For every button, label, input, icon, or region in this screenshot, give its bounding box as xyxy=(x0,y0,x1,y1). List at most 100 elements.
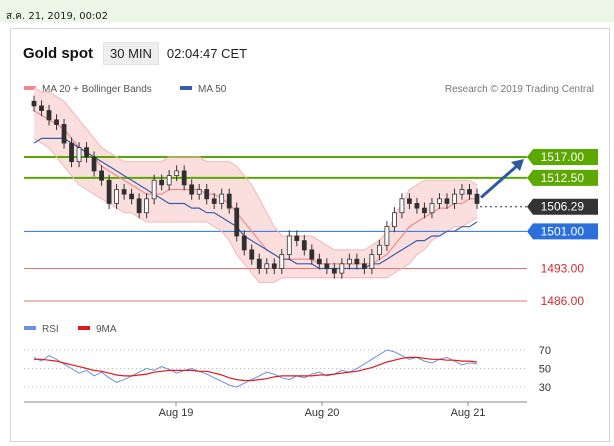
candle-body-11 xyxy=(114,189,119,204)
candle-body-15 xyxy=(144,198,150,214)
x-tick-label-2: Aug 21 xyxy=(451,407,486,419)
level-tag-1512.50 xyxy=(527,169,598,186)
candle-body-56 xyxy=(452,193,457,204)
candle-body-1 xyxy=(39,105,44,111)
candle-body-50 xyxy=(407,198,412,204)
bollinger-band-area xyxy=(34,87,477,283)
candle-body-48 xyxy=(392,212,397,228)
legend-swatch-0 xyxy=(24,86,36,90)
candle-body-10 xyxy=(106,179,112,204)
rsi-9ma-line xyxy=(34,356,478,382)
candle-body-47 xyxy=(384,226,390,246)
rsi-tick-30: 30 xyxy=(539,382,551,394)
candle-body-28 xyxy=(241,235,247,251)
x-tick-label-0: Aug 19 xyxy=(159,407,194,419)
candle-body-43 xyxy=(354,258,360,265)
candle-body-35 xyxy=(294,235,300,242)
candle-body-49 xyxy=(399,198,405,214)
candle-body-25 xyxy=(219,193,225,204)
candle-body-23 xyxy=(204,189,210,200)
chart-panel: Gold spot 30 MIN 02:04:47 CET xyxy=(10,28,610,442)
candle-body-24 xyxy=(211,198,217,204)
candle-body-17 xyxy=(159,179,165,186)
candle-body-27 xyxy=(234,207,240,237)
candle-body-51 xyxy=(414,203,420,209)
chart-time: 02:04:47 CET xyxy=(166,45,248,61)
candle-body-33 xyxy=(279,254,285,269)
candle-body-32 xyxy=(271,263,277,269)
candle-body-38 xyxy=(316,258,322,265)
candle-body-54 xyxy=(437,198,442,204)
level-label-1517.00: 1517.00 xyxy=(541,150,585,164)
forecast-arrow-shaft xyxy=(480,163,519,199)
ma20-line xyxy=(33,109,477,265)
candle-body-12 xyxy=(121,189,127,195)
candle-body-39 xyxy=(324,263,330,269)
candle-body-4 xyxy=(61,124,67,144)
forecast-arrow-head xyxy=(511,159,524,171)
candle-body-14 xyxy=(136,198,142,214)
candle-body-40 xyxy=(331,268,337,274)
candle-body-31 xyxy=(264,263,270,269)
candle-body-37 xyxy=(309,249,315,260)
top-date-bar: ส.ค. 21, 2019, 00:02 xyxy=(0,0,614,22)
rsi-legend-swatch-0 xyxy=(24,326,36,330)
candle-body-21 xyxy=(189,184,195,195)
candle-body-29 xyxy=(249,249,255,260)
instrument-title: Gold spot xyxy=(23,44,93,62)
candle-body-20 xyxy=(181,170,187,186)
candle-body-58 xyxy=(467,189,472,195)
level-label-1493.00: 1493.00 xyxy=(541,261,585,275)
candle-body-57 xyxy=(459,189,465,195)
rsi-tick-50: 50 xyxy=(539,364,551,376)
interval-badge[interactable]: 30 MIN xyxy=(103,41,159,65)
candle-body-3 xyxy=(54,119,59,125)
chart-credit: Research © 2019 Trading Central xyxy=(445,84,594,95)
candle-body-7 xyxy=(84,147,89,158)
candle-body-9 xyxy=(99,170,104,181)
candle-body-5 xyxy=(69,142,74,163)
rsi-line xyxy=(33,349,478,388)
candle-body-26 xyxy=(226,193,232,209)
level-label-1486.00: 1486.00 xyxy=(541,294,585,308)
level-tag-1501.00 xyxy=(527,223,598,240)
date-text: ส.ค. 21, 2019, 00:02 xyxy=(6,11,109,22)
candle-body-53 xyxy=(429,203,435,214)
candle-body-36 xyxy=(301,240,307,251)
candle-body-41 xyxy=(339,263,345,274)
candle-body-59 xyxy=(474,193,480,204)
candle-body-55 xyxy=(444,198,450,204)
candle-body-0 xyxy=(31,100,37,107)
level-tag-1517.00 xyxy=(527,149,598,165)
rsi-legend-swatch-1 xyxy=(78,326,90,330)
candle-body-8 xyxy=(91,156,97,172)
rsi-tick-70: 70 xyxy=(539,345,551,357)
level-label-1501.00: 1501.00 xyxy=(541,224,585,238)
candle-body-13 xyxy=(129,193,135,200)
legend-swatch-1 xyxy=(180,86,192,90)
level-tag-1506.29 xyxy=(527,198,598,215)
level-label-1506.29: 1506.29 xyxy=(541,200,585,214)
candle-body-2 xyxy=(46,110,52,121)
legend-label-1: MA 50 xyxy=(198,84,227,95)
candle-body-30 xyxy=(256,258,262,269)
ma50-line xyxy=(33,137,478,270)
candle-body-46 xyxy=(376,244,382,255)
rsi-legend-label-1: 9MA xyxy=(96,324,117,335)
candle-body-52 xyxy=(422,207,427,214)
candle-body-45 xyxy=(369,254,375,269)
candle-body-22 xyxy=(196,189,202,195)
candle-body-42 xyxy=(346,258,352,265)
candle-body-6 xyxy=(76,147,82,163)
level-label-1512.50: 1512.50 xyxy=(541,171,585,185)
candle-body-34 xyxy=(286,235,292,255)
candle-body-18 xyxy=(166,175,172,186)
candle-body-19 xyxy=(174,170,180,176)
chart-header: Gold spot 30 MIN 02:04:47 CET xyxy=(23,41,248,65)
rsi-legend-label-0: RSI xyxy=(42,324,59,335)
candle-body-44 xyxy=(361,263,367,269)
legend-label-0: MA 20 + Bollinger Bands xyxy=(42,84,152,95)
x-tick-label-1: Aug 20 xyxy=(305,407,340,419)
candle-body-16 xyxy=(151,179,157,200)
